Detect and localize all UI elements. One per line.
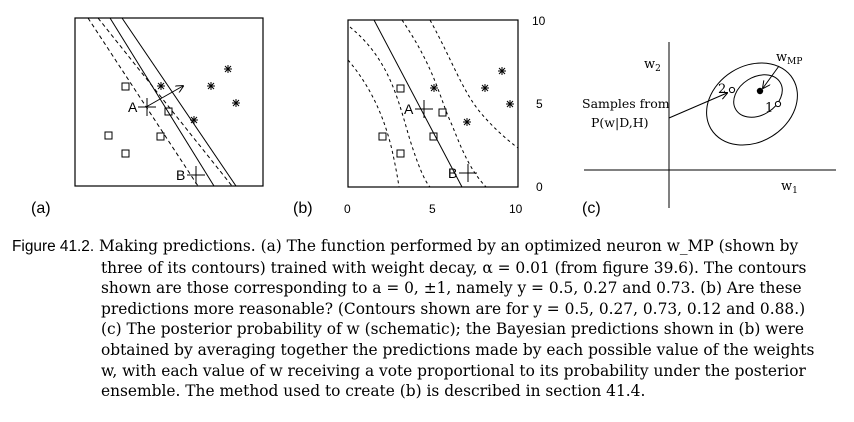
- w2-axis-label: w2: [644, 57, 661, 74]
- star-point: [498, 67, 506, 75]
- contour-a-mid: [109, 18, 215, 186]
- contour-a-upper: [87, 18, 199, 186]
- panel-b-label: (b): [293, 200, 313, 217]
- contour-a-lower: [97, 18, 233, 186]
- x-tick-0: 0: [344, 202, 351, 216]
- star-point: [463, 118, 471, 126]
- x-tick-5: 5: [429, 202, 436, 216]
- point-b-label: B: [176, 167, 185, 183]
- samples-label-line2: P(w|D,H): [591, 115, 649, 130]
- point-a-label: A: [128, 99, 138, 115]
- square-point: [121, 149, 130, 158]
- caption-line-2: three of its contours) trained with weig…: [101, 258, 807, 277]
- figure-graphic: A B (a): [31, 14, 836, 217]
- panel-a-label: (a): [31, 200, 51, 217]
- contour-b-012: [348, 59, 400, 187]
- posterior-inner-contour: [733, 74, 783, 118]
- square-point: [429, 132, 438, 141]
- y-tick-10: 10: [532, 14, 546, 28]
- caption-line-4: predictions more reasonable? (Contours s…: [101, 299, 806, 318]
- caption-line-1: Figure 41.2. Making predictions. (a) The…: [12, 236, 844, 258]
- figure-caption: Figure 41.2. Making predictions. (a) The…: [12, 236, 844, 402]
- square-point: [104, 131, 113, 140]
- panel-b-crosses: [415, 100, 477, 182]
- contour-b-027: [349, 26, 431, 187]
- weight-vector-arrow: [145, 86, 183, 108]
- wmp-label: wMP: [776, 50, 802, 67]
- panel-a: A B (a): [31, 17, 264, 217]
- x-tick-10: 10: [509, 202, 523, 216]
- panel-a-stars: [157, 65, 240, 124]
- star-point: [430, 84, 438, 92]
- w1-axis-label: w1: [781, 179, 798, 196]
- panel-a-squares: [104, 82, 173, 158]
- point-b-label: B: [448, 165, 457, 181]
- square-point: [121, 82, 130, 91]
- contour-b-center: [373, 20, 463, 187]
- panel-b: A B 10 5 0 0 5 10 (b): [293, 14, 546, 217]
- contour-a-mid2: [121, 18, 237, 186]
- panel-b-contours: [348, 20, 518, 187]
- samples-arrow: [668, 93, 727, 119]
- wmp-arrow: [763, 65, 780, 88]
- caption-line-8: ensemble. The method used to create (b) …: [101, 382, 646, 401]
- square-point: [396, 84, 405, 93]
- caption-line-3: shown are those corresponding to a = 0, …: [101, 279, 802, 298]
- panel-c: 2 1 wMP w2 w1 Samples from P(w|D,H) (c): [582, 42, 836, 217]
- star-point: [506, 100, 514, 108]
- square-point: [156, 132, 165, 141]
- star-point: [157, 82, 165, 90]
- panel-a-frame: [74, 17, 264, 187]
- star-point: [481, 84, 489, 92]
- square-point: [164, 107, 173, 116]
- caption-text: Making predictions. (a) The function per…: [99, 237, 799, 255]
- panel-b-frame: [347, 19, 519, 188]
- wmp-point: [756, 87, 764, 95]
- contour-b-073: [401, 20, 487, 187]
- square-point: [378, 132, 387, 141]
- panel-c-label: (c): [582, 200, 601, 217]
- posterior-outer-contour: [706, 62, 798, 146]
- contour-b-088: [429, 20, 518, 149]
- caption-line-6: obtained by averaging together the predi…: [101, 340, 815, 359]
- samples-label-line1: Samples from: [582, 96, 670, 111]
- star-point: [190, 116, 198, 124]
- caption-line-7: w, with each value of w receiving a vote…: [101, 361, 806, 380]
- y-tick-0: 0: [536, 180, 543, 194]
- panel-b-stars: [430, 67, 514, 126]
- star-point: [207, 82, 215, 90]
- sample-2-label: 2: [718, 82, 726, 97]
- panel-b-squares: [378, 84, 447, 158]
- sample-point-1: [774, 100, 782, 108]
- square-point: [438, 108, 447, 117]
- caption-line-5: (c) The posterior probability of w (sche…: [101, 320, 804, 339]
- panel-a-crosses: [138, 98, 205, 184]
- panel-a-contours: [87, 18, 237, 186]
- figure-number: Figure 41.2.: [12, 238, 95, 255]
- star-point: [224, 65, 232, 73]
- sample-point-2: [728, 86, 736, 94]
- star-point: [232, 99, 240, 107]
- point-a-label: A: [404, 101, 414, 117]
- y-tick-5: 5: [536, 97, 543, 111]
- sample-1-label: 1: [765, 101, 773, 116]
- square-point: [396, 149, 405, 158]
